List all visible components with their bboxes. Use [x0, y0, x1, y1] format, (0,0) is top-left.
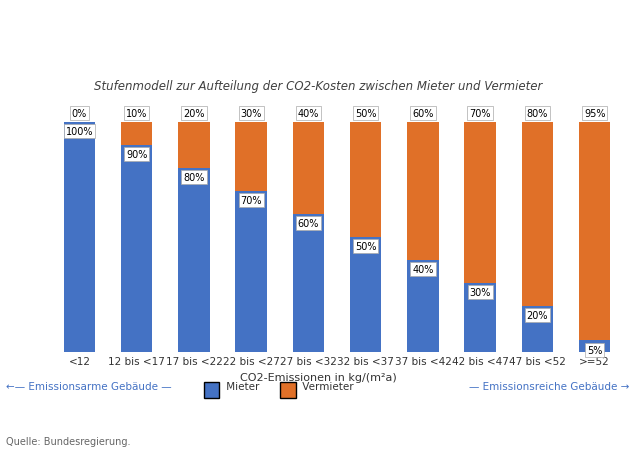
Text: 30%: 30%	[469, 288, 491, 298]
Text: 80%: 80%	[183, 173, 205, 183]
Bar	[293, 214, 324, 352]
Text: 100%: 100%	[66, 127, 93, 137]
Bar	[522, 306, 553, 352]
Bar	[407, 122, 439, 260]
Bar	[121, 145, 153, 352]
Bar	[407, 260, 439, 352]
Bar	[579, 122, 611, 341]
Text: CO2-Emissionen in kg/(m²a): CO2-Emissionen in kg/(m²a)	[240, 372, 396, 382]
Text: 80%: 80%	[527, 109, 548, 119]
Text: 20%: 20%	[527, 310, 548, 321]
Bar	[464, 283, 496, 352]
Bar	[178, 122, 210, 168]
Text: 50%: 50%	[355, 242, 377, 252]
Bar	[235, 191, 267, 352]
Text: 40%: 40%	[298, 109, 319, 119]
FancyBboxPatch shape	[280, 382, 296, 398]
Text: 40%: 40%	[412, 265, 434, 275]
Text: 60%: 60%	[412, 109, 434, 119]
Text: 0%: 0%	[72, 109, 87, 119]
Text: Stufenmodell zur Aufteilung der CO2-Kosten zwischen Mieter und Vermieter: Stufenmodell zur Aufteilung der CO2-Kost…	[94, 79, 542, 92]
Text: ←— Emissionsarme Gebäude —: ←— Emissionsarme Gebäude —	[6, 381, 172, 391]
Bar	[579, 341, 611, 352]
Text: Vermieter: Vermieter	[299, 381, 354, 391]
Text: 70%: 70%	[469, 109, 491, 119]
Text: 95%: 95%	[584, 109, 605, 119]
Bar	[121, 122, 153, 145]
Text: 90%: 90%	[126, 150, 148, 160]
Text: 20%: 20%	[183, 109, 205, 119]
Text: 5%: 5%	[587, 345, 602, 355]
Bar	[350, 237, 382, 352]
Text: 10%: 10%	[126, 109, 148, 119]
Text: Quelle: Bundesregierung.: Quelle: Bundesregierung.	[6, 437, 131, 446]
Text: — Emissionsreiche Gebäude →: — Emissionsreiche Gebäude →	[469, 381, 630, 391]
Bar	[235, 122, 267, 191]
Bar	[64, 122, 95, 352]
Bar	[464, 122, 496, 283]
Bar	[293, 122, 324, 214]
Text: 10-Stufenmodell CO2-Verteilung: 10-Stufenmodell CO2-Verteilung	[8, 27, 513, 55]
Text: 60%: 60%	[298, 219, 319, 229]
Bar	[178, 168, 210, 352]
FancyBboxPatch shape	[204, 382, 219, 398]
Text: 70%: 70%	[240, 196, 262, 206]
Bar	[350, 122, 382, 237]
Text: 50%: 50%	[355, 109, 377, 119]
Bar	[522, 122, 553, 306]
Text: 30%: 30%	[240, 109, 262, 119]
Text: Mieter: Mieter	[223, 381, 259, 391]
